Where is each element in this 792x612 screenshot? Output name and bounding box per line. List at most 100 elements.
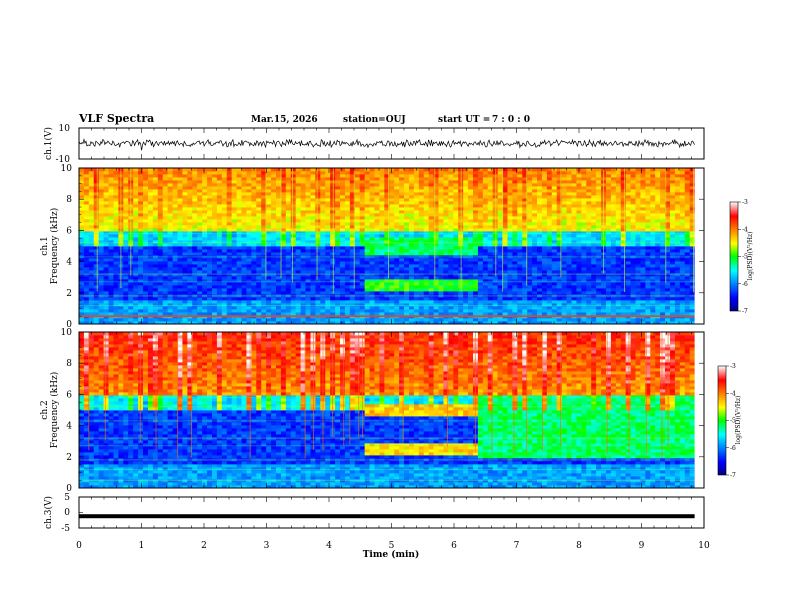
spectrogram-cell <box>79 243 85 247</box>
spectrogram-cell <box>103 192 109 196</box>
spectrogram-cell <box>335 291 341 295</box>
spectrogram-cell <box>123 243 129 247</box>
spectrogram-cell <box>359 300 366 304</box>
spectrogram-cell <box>315 273 321 277</box>
spectrogram-cell <box>315 222 321 226</box>
spectrogram-cell <box>157 288 164 292</box>
spectrogram-cell <box>192 246 198 250</box>
spectrogram-cell <box>502 231 508 235</box>
spectrogram-cell <box>305 201 311 205</box>
spectrogram-cell <box>438 273 444 277</box>
spectrogram-cell <box>285 297 292 301</box>
spectrogram-cell <box>88 240 95 244</box>
spectrogram-cell <box>276 168 282 172</box>
spectrogram-cell <box>143 246 149 250</box>
spectrogram-cell <box>443 207 449 211</box>
spectrogram-cell <box>344 195 351 199</box>
spectrogram-cell <box>492 186 499 190</box>
spectrogram-cell <box>241 291 247 295</box>
spectrogram-cell <box>202 264 208 268</box>
spectrogram-cell <box>448 303 454 307</box>
spectrogram-cell <box>172 309 178 313</box>
spectrogram-cell <box>473 234 479 238</box>
spectrogram-cell <box>428 216 434 220</box>
spectrogram-cell <box>468 249 474 253</box>
spectrogram-cell <box>167 306 173 310</box>
spectrogram-cell <box>216 321 223 324</box>
spectrogram-cell <box>507 234 513 238</box>
spectrogram-cell <box>79 270 85 274</box>
spectrogram-cell <box>389 189 395 193</box>
spectrogram-cell <box>305 192 311 196</box>
spectrogram-cell <box>79 252 85 256</box>
spectrogram-cell <box>108 249 114 253</box>
spectrogram-cell <box>487 231 494 235</box>
spectrogram-cell <box>211 237 218 241</box>
spectrogram-cell <box>473 201 479 205</box>
spectrogram-cell <box>133 225 139 229</box>
spectrogram-cell <box>438 216 444 220</box>
spectrogram-cell <box>487 183 494 187</box>
spectrogram-cell <box>290 303 297 307</box>
spectrogram-cell <box>256 189 262 193</box>
spectrogram-cell <box>517 222 523 226</box>
spectrogram-cell <box>404 318 410 322</box>
spectrogram-cell <box>305 258 311 262</box>
spectrogram-cell <box>394 303 400 307</box>
spectrogram-cell <box>320 207 326 211</box>
spectrogram-cell <box>152 180 159 184</box>
spectrogram-cell <box>512 231 518 235</box>
spectrogram-cell <box>517 249 523 253</box>
spectrogram-cell <box>512 261 518 265</box>
spectrogram-cell <box>349 171 356 175</box>
spectrogram-cell <box>394 174 400 178</box>
spectrogram-cell <box>226 177 233 181</box>
spectrogram-cell <box>404 309 410 313</box>
spectrogram-cell <box>512 177 518 181</box>
spectrogram-cell <box>285 186 292 190</box>
spectrogram-cell <box>172 270 178 274</box>
spectrogram-cell <box>79 204 85 208</box>
spectrogram-cell <box>241 240 247 244</box>
spectrogram-cell <box>354 216 361 220</box>
spectrogram-cell <box>305 186 311 190</box>
spectrogram-cell <box>374 261 380 265</box>
spectrogram-cell <box>305 189 311 193</box>
spectrogram-cell <box>384 321 390 324</box>
spectrogram-cell <box>88 276 95 280</box>
spectrogram-cell <box>93 291 100 295</box>
spectrogram-cell <box>492 321 499 324</box>
spectrogram-cell <box>152 195 159 199</box>
spectrogram-cell <box>349 279 356 283</box>
spectrogram-cell <box>197 291 203 295</box>
spectrogram-cell <box>384 237 390 241</box>
spectrogram-cell <box>408 186 415 190</box>
spectrogram-cell <box>271 171 277 175</box>
spectrogram-cell <box>300 237 306 241</box>
spectrogram-cell <box>477 297 484 301</box>
spectrogram-cell <box>522 285 528 289</box>
spectrogram-cell <box>374 192 380 196</box>
spectrogram-cell <box>143 318 149 322</box>
spectrogram-cell <box>399 180 405 184</box>
spectrogram-cell <box>502 312 508 316</box>
spectrogram-cell <box>532 225 538 229</box>
spectrogram-cell <box>162 297 169 301</box>
spectrogram-cell <box>532 249 538 253</box>
spectrogram-cell <box>236 246 242 250</box>
spectrogram-cell <box>399 189 405 193</box>
spectrogram-cell <box>354 300 361 304</box>
spectrogram-cell <box>79 201 85 205</box>
spectrogram-cell <box>280 234 287 238</box>
spectrogram-cell <box>236 180 242 184</box>
spectrogram-cell <box>182 267 188 271</box>
spectrogram-cell <box>497 231 503 235</box>
spectrogram-cell <box>428 204 434 208</box>
spectrogram-cell <box>354 246 361 250</box>
spectrogram-cell <box>438 198 444 202</box>
spectrogram-cell <box>537 228 543 232</box>
spectrogram-cell <box>487 318 494 322</box>
spectrogram-cell <box>330 204 336 208</box>
spectrogram-cell <box>315 270 321 274</box>
spectrogram-cell <box>487 192 494 196</box>
